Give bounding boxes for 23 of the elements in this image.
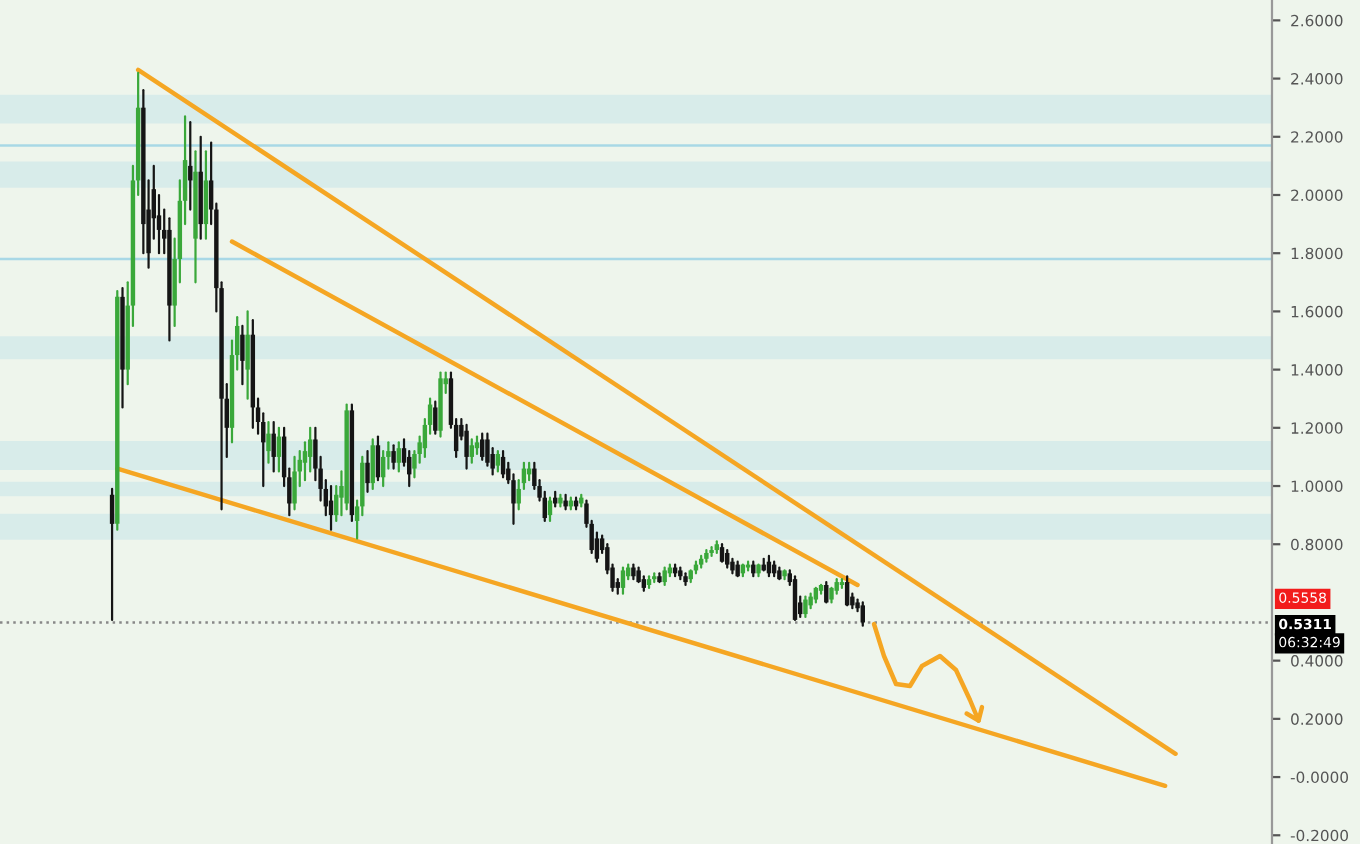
candlestick — [391, 444, 396, 470]
candlestick — [464, 423, 469, 470]
candlestick — [271, 420, 276, 473]
candlestick — [307, 426, 313, 473]
candlestick — [469, 438, 474, 464]
candlestick — [292, 455, 297, 511]
candlestick — [203, 150, 209, 240]
candlestick — [709, 546, 714, 557]
candlestick — [480, 432, 485, 461]
candlestick — [495, 449, 501, 473]
candlestick — [365, 449, 370, 493]
candlestick — [109, 487, 115, 622]
candlestick — [266, 420, 271, 464]
candlestick — [803, 595, 808, 619]
candlestick — [370, 438, 375, 491]
candlestick — [240, 324, 245, 386]
candlestick — [245, 310, 250, 400]
candlestick — [433, 400, 438, 435]
candlestick — [792, 575, 798, 622]
candlestick — [396, 441, 402, 473]
candlestick — [620, 566, 626, 595]
candlestick — [485, 432, 490, 467]
candlestick — [375, 435, 381, 482]
